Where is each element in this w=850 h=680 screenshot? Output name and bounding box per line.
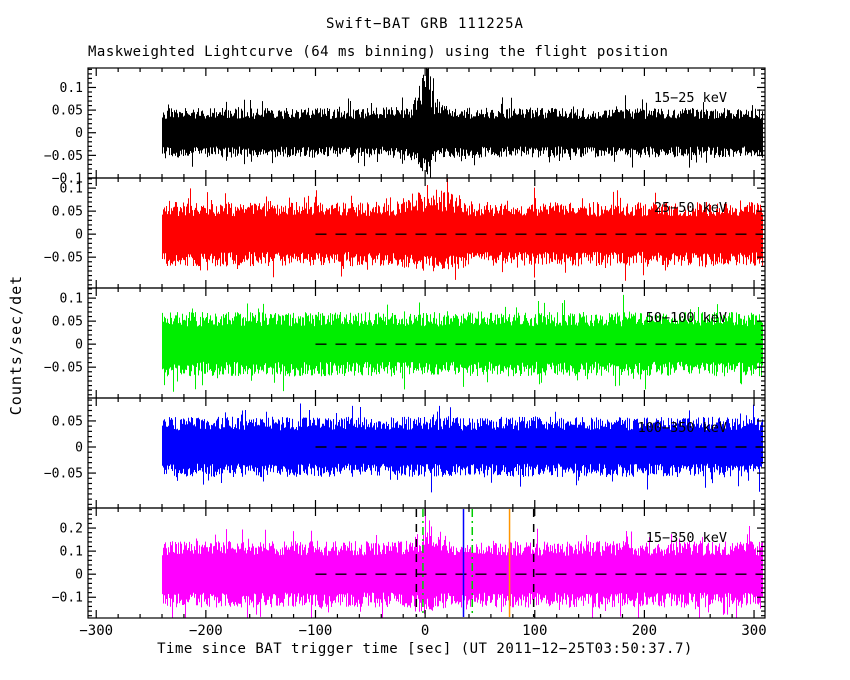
y-tick-label: 0.05: [52, 205, 83, 220]
y-tick-label: −0.05: [44, 251, 83, 266]
x-tick-label: 100: [522, 623, 547, 639]
y-tick-label: −0.05: [44, 467, 83, 482]
x-tick-label: 0: [421, 623, 429, 639]
y-tick-label: 0: [75, 228, 83, 243]
y-axis-title: Counts/sec/det: [7, 274, 25, 416]
y-tick-label: −0.1: [52, 172, 83, 187]
y-tick-label: 0.1: [60, 292, 83, 307]
lightcurve-band-15-25: [162, 68, 763, 178]
energy-band-label-band-50-100: 50−100 keV: [646, 310, 727, 326]
lightcurve-band-100-350: [162, 403, 763, 493]
x-tick-label: −100: [299, 623, 333, 639]
y-tick-label: 0.1: [60, 81, 83, 96]
y-tick-label: 0: [75, 338, 83, 353]
figure-subtitle: Maskweighted Lightcurve (64 ms binning) …: [88, 44, 669, 60]
y-tick-label: 0.05: [52, 414, 83, 429]
energy-band-label-band-25-50: 25−50 keV: [654, 200, 727, 216]
x-tick-label: 300: [741, 623, 766, 639]
energy-band-label-band-15-350: 15−350 keV: [646, 530, 727, 546]
y-tick-label: 0: [75, 441, 83, 456]
lightcurve-band-50-100: [162, 294, 763, 392]
y-tick-label: 0: [75, 568, 83, 583]
y-tick-label: −0.05: [44, 149, 83, 164]
y-tick-label: 0.2: [60, 522, 83, 537]
y-tick-label: 0.05: [52, 315, 83, 330]
figure-title: Swift−BAT GRB 111225A: [325, 16, 524, 32]
panel-frame-band-15-350: [87, 507, 766, 619]
y-tick-label: −0.1: [52, 591, 83, 606]
y-tick-label: −0.05: [44, 361, 83, 376]
energy-band-label-band-100-350: 100−350 keV: [638, 420, 727, 436]
y-tick-label: 0.1: [60, 182, 83, 197]
y-tick-label: 0.1: [60, 545, 83, 560]
x-axis-title: Time since BAT trigger time [sec] (UT 20…: [157, 641, 693, 657]
lightcurve-band-15-350: [162, 508, 763, 618]
lightcurve-band-25-50: [162, 178, 763, 281]
energy-band-label-band-15-25: 15−25 keV: [654, 90, 727, 106]
x-tick-label: 200: [632, 623, 657, 639]
y-tick-label: 0.05: [52, 104, 83, 119]
x-tick-label: −300: [79, 623, 113, 639]
x-tick-label: −200: [189, 623, 223, 639]
y-tick-label: 0: [75, 126, 83, 141]
